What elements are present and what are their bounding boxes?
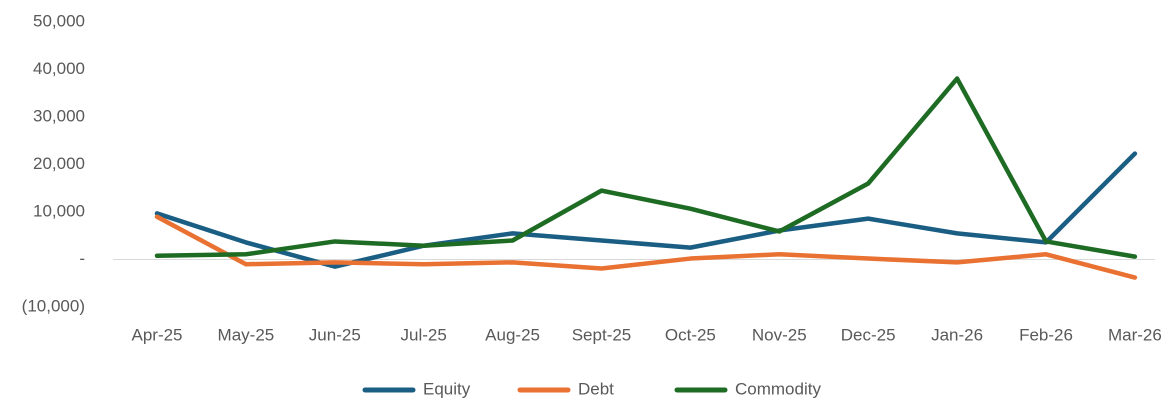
series-line <box>154 76 1138 259</box>
x-tick-label: Jul-25 <box>401 325 447 344</box>
x-tick-label: Apr-25 <box>131 325 182 344</box>
x-tick-label: Mar-26 <box>1108 325 1162 344</box>
y-tick-label: 30,000 <box>33 106 85 125</box>
x-tick-label: May-25 <box>218 325 275 344</box>
x-tick-label: Jun-25 <box>309 325 361 344</box>
x-tick-label: Nov-25 <box>752 325 807 344</box>
y-tick-label: 50,000 <box>33 11 85 30</box>
x-tick-label: Feb-26 <box>1019 325 1073 344</box>
x-tick-label: Sept-25 <box>572 325 632 344</box>
x-tick-label: Dec-25 <box>841 325 896 344</box>
x-tick-label: Jan-26 <box>931 325 983 344</box>
y-tick-label: - <box>79 249 85 268</box>
y-tick-label: (10,000) <box>22 296 85 315</box>
legend-label: Equity <box>423 379 471 398</box>
y-tick-label: 10,000 <box>33 201 85 220</box>
legend-label: Debt <box>578 379 614 398</box>
x-tick-label: Oct-25 <box>665 325 716 344</box>
series-line <box>154 214 1138 280</box>
y-tick-label: 20,000 <box>33 154 85 173</box>
x-tick-label: Aug-25 <box>485 325 540 344</box>
series-line <box>154 151 1138 269</box>
y-tick-label: 40,000 <box>33 59 85 78</box>
legend-label: Commodity <box>735 379 821 398</box>
